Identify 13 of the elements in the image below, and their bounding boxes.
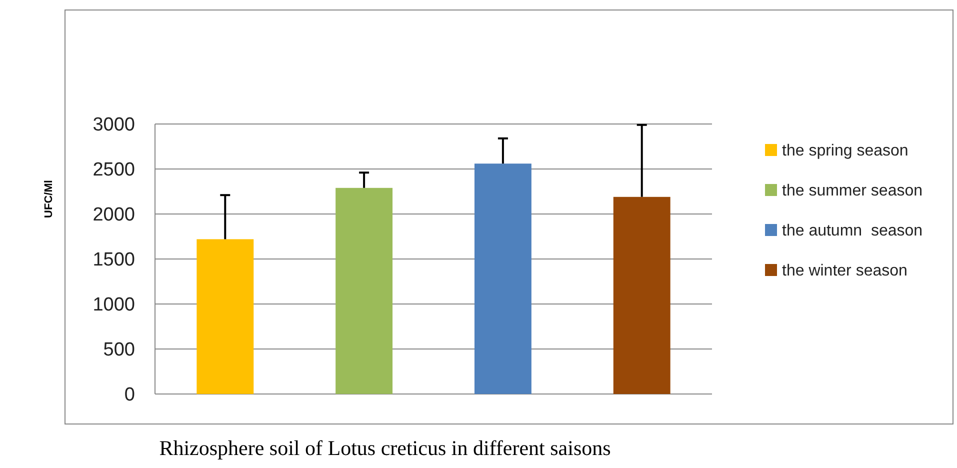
- y-tick-label: 3000: [92, 114, 135, 136]
- legend-label: the summer season: [782, 182, 923, 200]
- y-tick-label: 2000: [92, 204, 135, 226]
- legend-label: the autumn season: [782, 222, 923, 240]
- y-axis-title: UFC/Ml: [43, 180, 55, 218]
- text: Rhizosphere soil of Lotus creticus in different saisons: [159, 436, 611, 460]
- y-tick-label: 1000: [92, 294, 135, 316]
- y-tick-label: 500: [103, 340, 135, 361]
- y-tick-label: 2500: [92, 160, 135, 181]
- y-tick-label: 1500: [92, 250, 135, 271]
- legend-label: the winter season: [782, 262, 908, 280]
- legend-label: the spring season: [782, 142, 908, 160]
- y-tick-label: 0: [124, 384, 135, 406]
